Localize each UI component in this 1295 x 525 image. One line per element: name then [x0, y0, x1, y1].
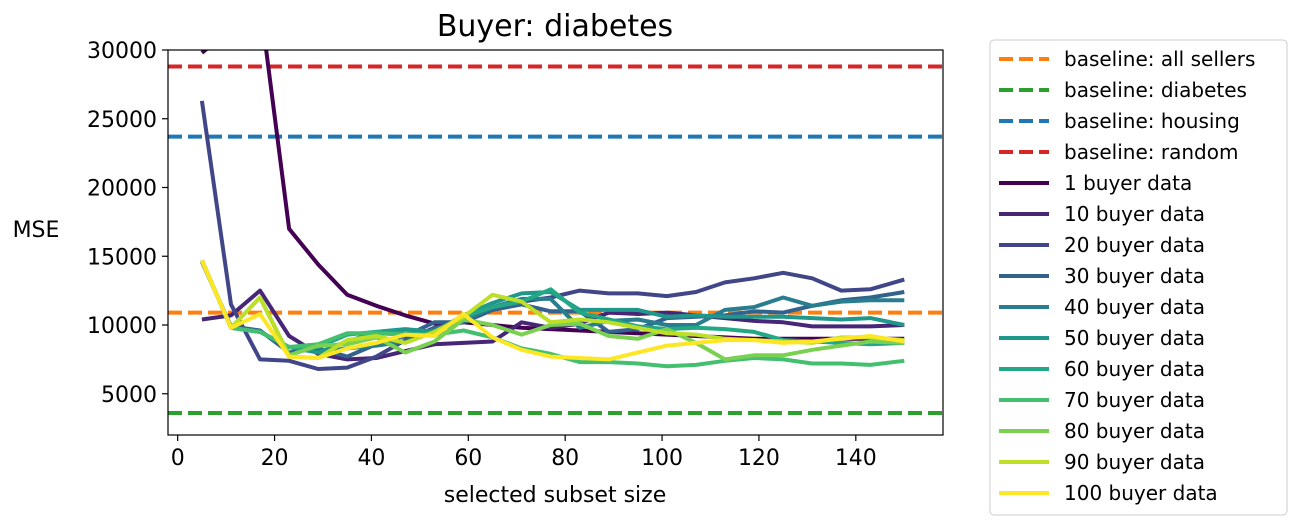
x-tick-label: 20: [261, 446, 289, 471]
series-line: [200, 259, 905, 362]
x-tick-label: 0: [171, 446, 185, 471]
legend: baseline: all sellers baseline: diabetes b…: [989, 39, 1288, 516]
legend-label: 10 buyer data: [1064, 202, 1205, 226]
legend-label: baseline: diabetes: [1064, 78, 1247, 102]
legend-label: baseline: random: [1064, 140, 1238, 164]
legend-label: 70 buyer data: [1064, 388, 1205, 412]
y-tick-label: 10000: [87, 314, 157, 339]
y-tick-label: 30000: [87, 39, 157, 64]
legend-label: 50 buyer data: [1064, 326, 1205, 350]
x-tick-label: 100: [641, 446, 683, 471]
legend-label: 60 buyer data: [1064, 357, 1205, 381]
x-tick-label: 40: [357, 446, 385, 471]
series-lines: [199, 50, 905, 371]
legend-label: 90 buyer data: [1064, 450, 1205, 474]
legend-label: 40 buyer data: [1064, 295, 1205, 319]
y-axis-label: MSE: [13, 218, 60, 243]
legend-label: 1 buyer data: [1064, 171, 1192, 195]
series-line: [200, 50, 905, 341]
series-line: [200, 259, 905, 355]
legend-label: 30 buyer data: [1064, 264, 1205, 288]
x-tick-label: 60: [454, 446, 482, 471]
y-axis: 5000 10000 15000 20000 25000 30000: [87, 39, 168, 408]
legend-label: 100 buyer data: [1064, 481, 1218, 505]
legend-frame: [989, 39, 1288, 516]
y-tick-label: 20000: [87, 177, 157, 202]
plot-frame: [167, 49, 944, 436]
series-line: [200, 259, 905, 362]
y-tick-label: 5000: [101, 383, 157, 408]
x-axis-label: selected subset size: [444, 483, 667, 508]
chart-title: Buyer: diabetes: [437, 9, 673, 44]
legend-label: baseline: housing: [1064, 109, 1240, 133]
x-tick-label: 80: [551, 446, 579, 471]
legend-label: 20 buyer data: [1064, 233, 1205, 257]
legend-label: baseline: all sellers: [1064, 47, 1255, 71]
y-tick-label: 25000: [87, 108, 157, 133]
legend-label: 80 buyer data: [1064, 419, 1205, 443]
x-axis: 0 20 40 60 80 100 120 140: [171, 435, 877, 471]
x-tick-label: 140: [835, 446, 877, 471]
x-tick-label: 120: [738, 446, 780, 471]
y-tick-label: 15000: [87, 245, 157, 270]
